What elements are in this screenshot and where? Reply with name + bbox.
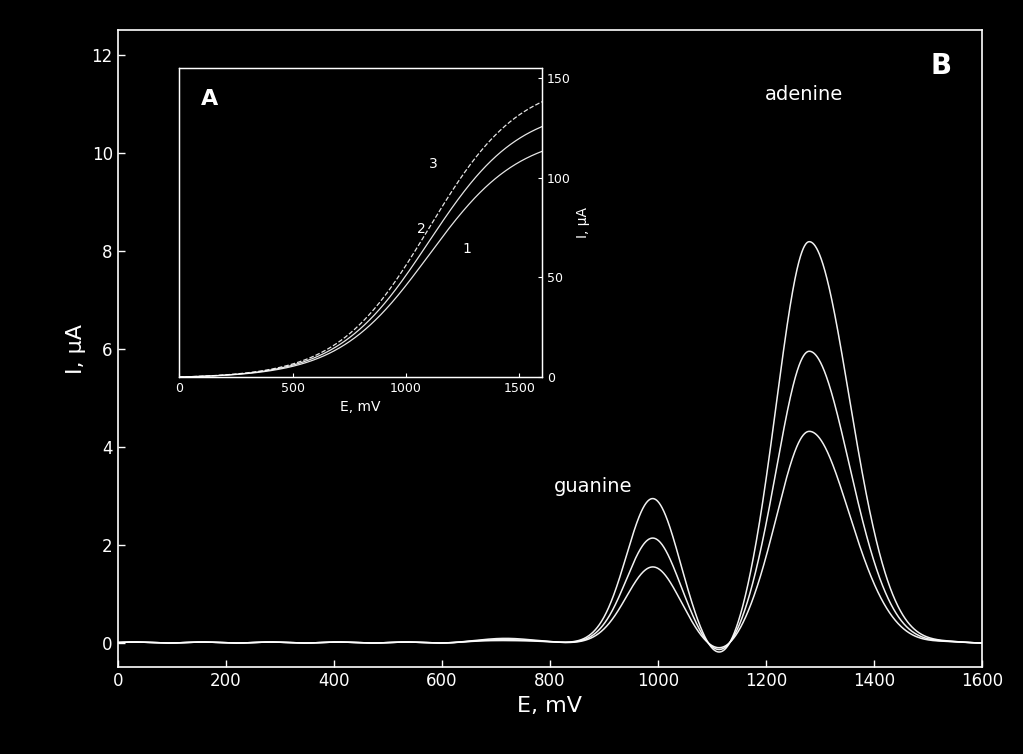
Text: adenine: adenine — [764, 84, 843, 104]
X-axis label: E, mV: E, mV — [518, 696, 582, 716]
Text: guanine: guanine — [553, 477, 632, 496]
Y-axis label: I, μA: I, μA — [65, 323, 86, 374]
Text: 2: 2 — [417, 222, 427, 237]
Text: 1: 1 — [462, 242, 472, 256]
Text: 3: 3 — [429, 157, 438, 170]
Text: A: A — [201, 90, 218, 109]
X-axis label: E, mV: E, mV — [341, 400, 381, 415]
Y-axis label: I, μA: I, μA — [577, 207, 590, 238]
Text: B: B — [931, 53, 951, 81]
